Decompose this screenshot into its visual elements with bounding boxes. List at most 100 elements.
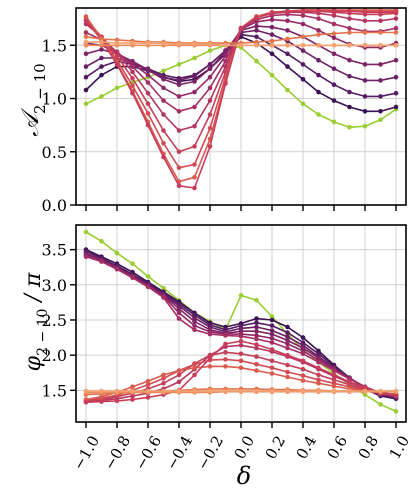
phase-series-point	[223, 364, 228, 369]
amplitude-series-point	[347, 125, 352, 130]
phase-series-point	[161, 286, 166, 291]
phase-series-point	[285, 352, 290, 358]
amplitude-series-point	[176, 78, 182, 83]
amplitude-series-point	[207, 85, 213, 91]
phase-series-point	[176, 388, 182, 394]
amplitude-series-point	[362, 10, 368, 15]
phase-series-point	[331, 377, 337, 383]
amplitude-series-point	[83, 64, 89, 69]
phase-series-point	[192, 315, 197, 321]
phase-series-point	[99, 399, 104, 404]
phase-series-point	[254, 298, 259, 303]
amplitude-series-point	[83, 74, 89, 80]
amplitude-series-point	[145, 122, 151, 128]
phase-series-point	[99, 238, 104, 244]
amplitude-series-point	[161, 68, 166, 74]
phase-series-point	[145, 274, 151, 279]
amplitude-series-point	[207, 144, 213, 149]
amplitude-series-point	[83, 14, 89, 19]
phase-x-label: δ	[237, 462, 251, 490]
amplitude-series-point	[223, 43, 228, 48]
phase-grid	[76, 225, 406, 422]
phase-x-tick-label: 1.0	[386, 433, 414, 463]
amplitude-series-point	[176, 82, 182, 87]
amplitude-series-point	[269, 43, 275, 48]
phase-series-point	[130, 388, 135, 394]
phase-series-point	[285, 362, 290, 368]
amplitude-y-label: 𝒜2 − 10	[16, 63, 49, 136]
amplitude-series-point	[285, 43, 290, 48]
amplitude-series-point	[378, 78, 383, 83]
phase-series-point	[285, 345, 290, 351]
phase-series-point	[145, 382, 151, 388]
amplitude-series-point	[192, 162, 197, 167]
amplitude-series-point	[83, 30, 89, 35]
phase-series-point	[285, 341, 290, 347]
amplitude-series-point	[192, 79, 197, 84]
amplitude-series-point	[99, 55, 104, 61]
amplitude-series-point	[331, 66, 337, 71]
amplitude-series-point	[331, 119, 337, 125]
amplitude-series-point	[192, 73, 197, 79]
amplitude-series-point	[192, 104, 197, 110]
amplitude-series-point	[83, 87, 89, 93]
amplitude-series-point	[192, 123, 197, 129]
amplitude-series-point	[285, 51, 290, 57]
phase-series-point	[238, 338, 244, 344]
amplitude-series-point	[300, 34, 306, 40]
amplitude-series-point	[207, 112, 213, 117]
phase-series-point	[269, 340, 275, 345]
amplitude-y-tick-label: 1.0	[42, 90, 67, 109]
amplitude-series-point	[192, 41, 197, 47]
amplitude-series-point	[161, 128, 166, 133]
phase-series-point	[114, 250, 120, 256]
phase-series-point	[285, 374, 290, 380]
phase-y-tick-label: 3.5	[42, 241, 67, 260]
phase-series-point	[99, 388, 104, 394]
amplitude-series-point	[393, 74, 399, 80]
phase-series-point	[192, 327, 197, 333]
amplitude-series-point	[161, 77, 166, 82]
phase-panel: 1.52.02.53.03.5 −1.0−0.8−0.6−0.4−0.2 0.0 0…	[21, 224, 414, 490]
phase-series-14	[83, 388, 399, 394]
phase-series-point	[269, 371, 275, 376]
amplitude-series-point	[161, 40, 166, 46]
phase-series-point	[254, 362, 259, 367]
phase-series-point	[161, 388, 166, 394]
amplitude-series-point	[347, 25, 352, 31]
phase-series-point	[254, 342, 259, 347]
phase-series-point	[254, 324, 259, 330]
amplitude-series-point	[145, 101, 151, 107]
phase-series-point	[223, 333, 228, 338]
phase-x-tick-label: 0.4	[293, 433, 321, 463]
phase-x-tick-label: −0.8	[100, 433, 134, 474]
amplitude-series-point	[238, 25, 244, 31]
phase-series-point	[269, 314, 275, 319]
phase-series-point	[285, 324, 290, 330]
amplitude-series-point	[331, 8, 337, 14]
amplitude-series-point	[362, 62, 368, 67]
amplitude-series-point	[83, 101, 89, 107]
amplitude-series-point	[347, 73, 352, 79]
phase-series-point	[285, 330, 290, 335]
phase-series-point	[393, 393, 399, 398]
amplitude-series-point	[145, 80, 151, 85]
phase-series-point	[316, 365, 321, 371]
phase-series-point	[300, 378, 306, 383]
amplitude-series-point	[347, 30, 352, 35]
amplitude-series-point	[192, 89, 197, 95]
amplitude-series-point	[378, 18, 383, 24]
amplitude-series-point	[192, 144, 197, 149]
phase-series-point	[176, 379, 182, 385]
amplitude-series-point	[300, 8, 306, 14]
phase-x-tick-label: −0.4	[162, 433, 196, 474]
amplitude-series-point	[269, 32, 275, 37]
phase-series-point	[176, 310, 182, 316]
amplitude-series-point	[285, 36, 290, 42]
amplitude-series-point	[316, 8, 321, 14]
amplitude-series-point	[114, 40, 120, 46]
phase-x-tick-label: 0.6	[324, 433, 352, 463]
phase-series-point	[285, 334, 290, 340]
amplitude-series-point	[83, 51, 89, 57]
phase-series-point	[114, 398, 120, 404]
